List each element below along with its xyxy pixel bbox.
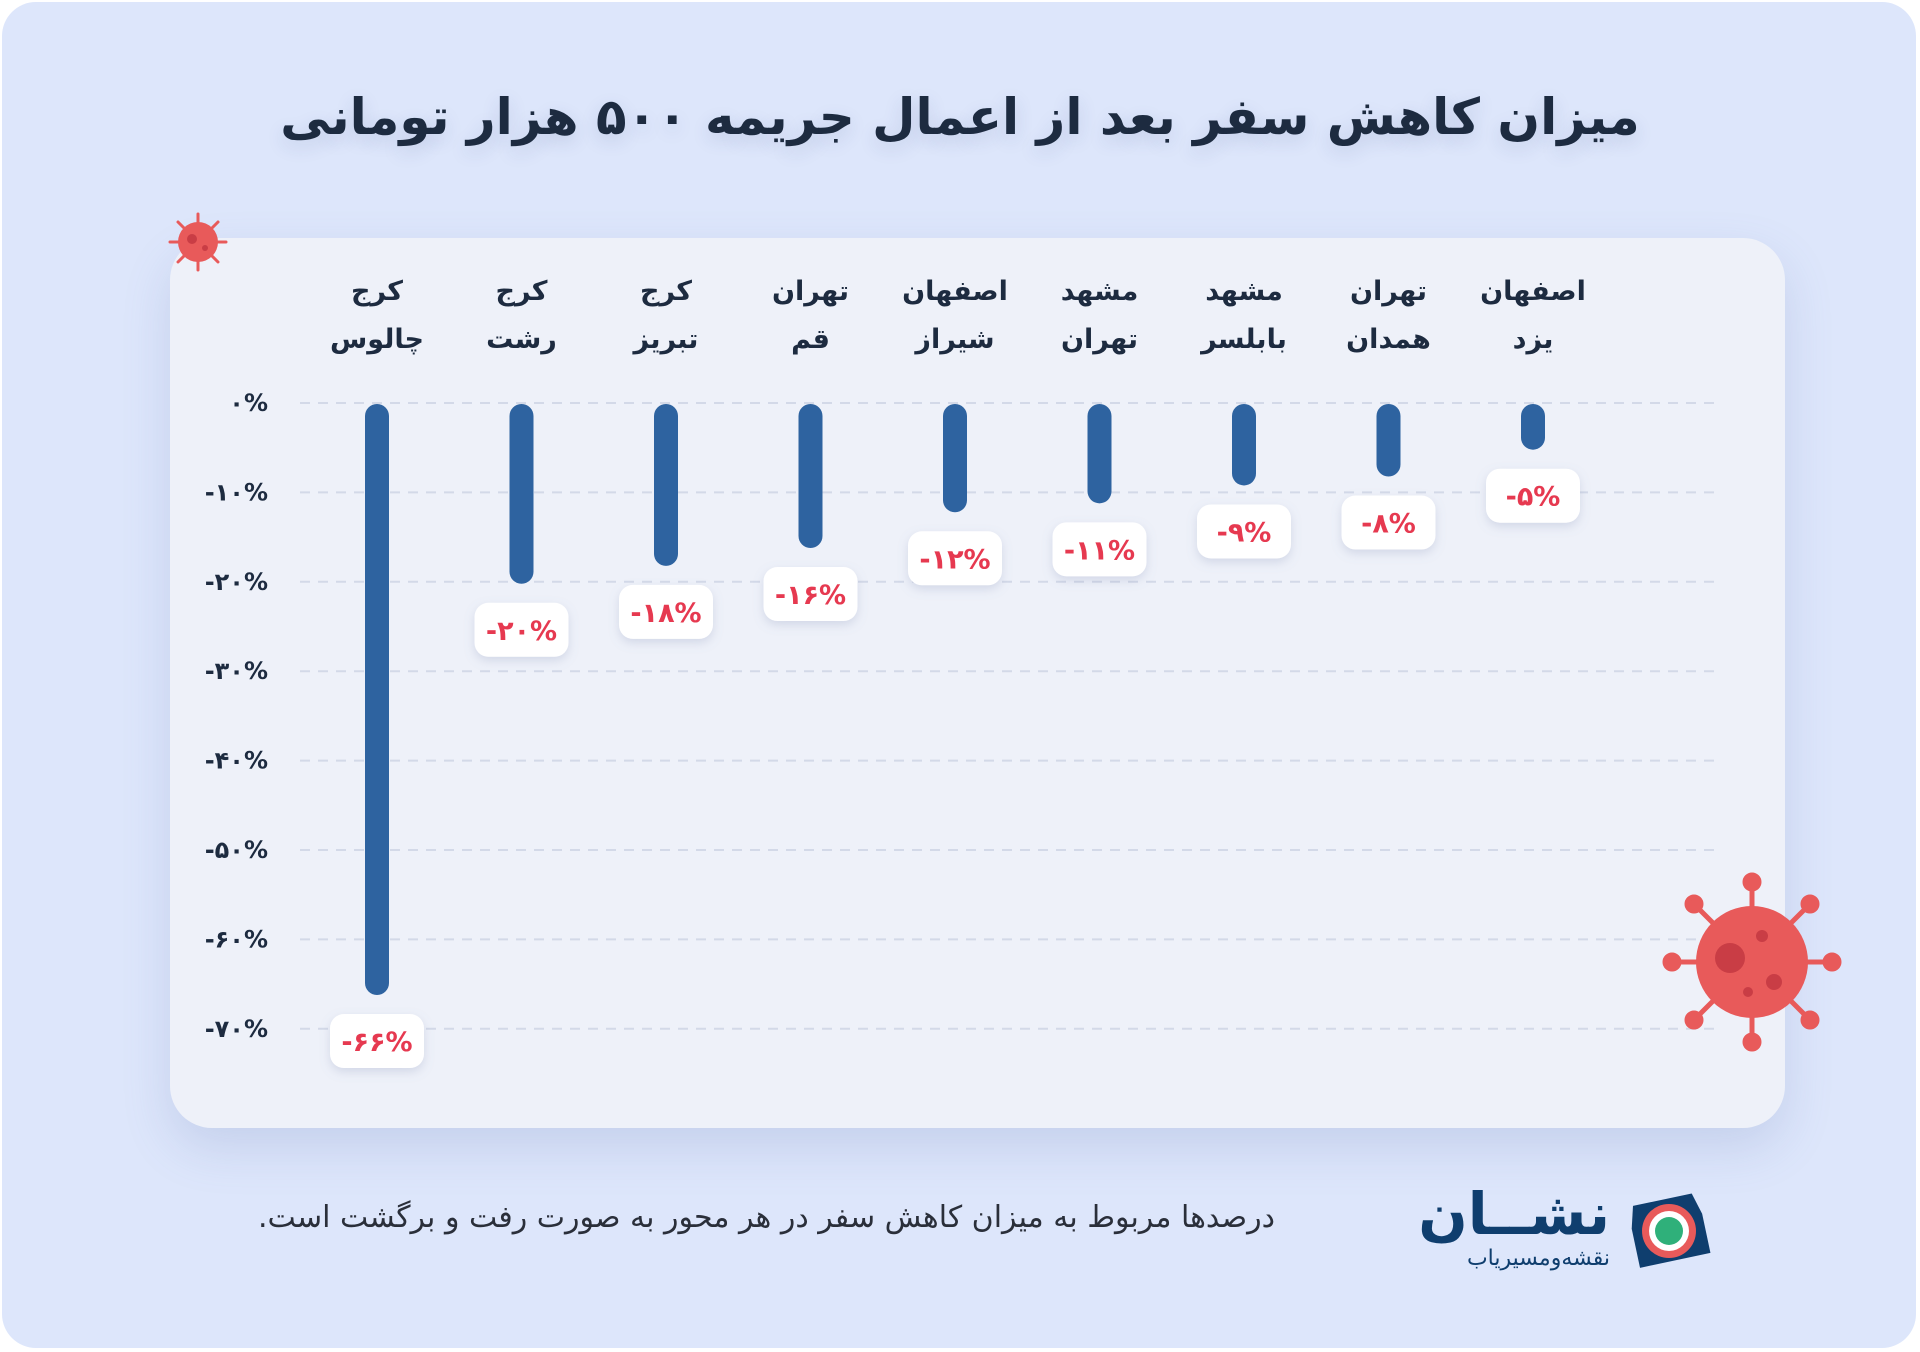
- value-label-bg: [1486, 468, 1580, 523]
- category-label: مشهد: [1205, 276, 1283, 307]
- value-label: -۱۲%: [919, 544, 990, 575]
- category-label: قم: [791, 324, 830, 355]
- value-label-bg: [619, 584, 713, 639]
- x-axis-categories: کرج چالوس کرج رشت کرج تبریز تهران قم اصفهان شیراز…: [330, 276, 1586, 355]
- value-label-bg: [763, 567, 858, 622]
- category-label: تهران: [1061, 324, 1138, 355]
- chart-card: [170, 238, 1785, 1128]
- value-label-bg: [1052, 522, 1147, 577]
- value-label: -۱۸%: [630, 598, 701, 629]
- category-label: تبریز: [632, 324, 699, 355]
- value-label: -۸%: [1361, 509, 1416, 540]
- category-label: اصفهان: [902, 276, 1008, 307]
- category-label: تهران: [1350, 276, 1427, 307]
- bars: [365, 404, 1545, 996]
- category-label: کرج: [496, 276, 548, 307]
- y-tick-label: -۴۰%: [205, 747, 268, 775]
- category-label: شیراز: [913, 324, 994, 355]
- value-labels: -۶۶% -۲۰% -۱۸% -۱۶% -۱۲% -۱۱% -۹% -۸% -۵%: [330, 468, 1580, 1069]
- footnote: درصدها مربوط به میزان کاهش سفر در هر محو…: [258, 1200, 1275, 1235]
- gridlines: [300, 402, 1720, 1030]
- value-label-bg: [908, 531, 1002, 586]
- nashan-logo-icon: [1631, 1193, 1711, 1268]
- brand-tagline: نقشه‌ومسیریاب: [1466, 1246, 1610, 1271]
- value-label-bg: [474, 602, 569, 657]
- category-label: کرج: [351, 276, 403, 307]
- y-axis: ۰% -۱۰% -۲۰% -۳۰% -۴۰% -۵۰% -۶۰% -۷۰%: [205, 389, 268, 1043]
- category-label: چالوس: [330, 324, 424, 355]
- y-tick-label: -۲۰%: [205, 568, 268, 596]
- value-label: -۹%: [1217, 517, 1272, 548]
- y-tick-label: -۱۰%: [205, 478, 268, 506]
- value-label: -۱۶%: [775, 580, 846, 611]
- category-label: تهران: [772, 276, 849, 307]
- value-label: -۶۶%: [341, 1027, 412, 1058]
- category-label: مشهد: [1061, 276, 1139, 307]
- category-label: یزد: [1513, 324, 1554, 355]
- category-label: رشت: [486, 324, 557, 355]
- y-tick-label: -۵۰%: [205, 836, 268, 864]
- y-tick-label: -۷۰%: [205, 1015, 268, 1043]
- value-label-bg: [330, 1014, 424, 1069]
- y-tick-label: -۳۰%: [205, 657, 268, 685]
- virus-icon: [1662, 872, 1842, 1052]
- category-label: کرج: [640, 276, 692, 307]
- value-label-bg: [1341, 495, 1436, 550]
- y-tick-label: -۶۰%: [205, 925, 268, 953]
- chart-title: میزان کاهش سفر بعد از اعمال جریمه ۵۰۰ هز…: [280, 88, 1640, 146]
- brand-name: نشــان: [1418, 1180, 1610, 1248]
- category-label: همدان: [1346, 324, 1431, 355]
- value-label: -۵%: [1506, 482, 1561, 513]
- category-label: اصفهان: [1480, 276, 1586, 307]
- virus-icon: [168, 212, 228, 272]
- value-label: -۱۱%: [1064, 535, 1135, 566]
- value-label: -۲۰%: [486, 616, 557, 647]
- value-label-bg: [1197, 504, 1291, 559]
- category-label: بابلسر: [1199, 324, 1287, 355]
- y-tick-label: ۰%: [229, 389, 268, 417]
